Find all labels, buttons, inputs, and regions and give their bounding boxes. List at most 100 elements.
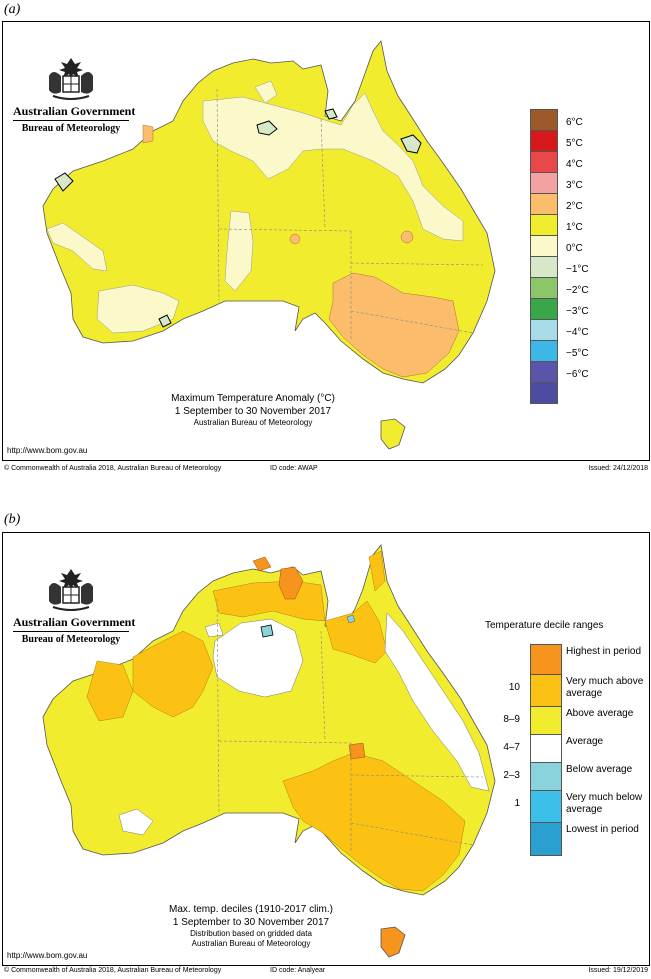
footer-copyright: © Commonwealth of Australia 2018, Austra… (4, 465, 222, 472)
legend-label: 1°C (566, 222, 583, 233)
logo-government-text: Australian Government (13, 615, 136, 629)
legend-label: Below average (566, 764, 633, 775)
logo-government-text: Australian Government (13, 104, 136, 118)
legend-swatch (530, 762, 562, 792)
panel-b-url[interactable]: http://www.bom.gov.au (7, 951, 88, 960)
decile-legend-title: Temperature decile ranges (485, 620, 604, 631)
panel-b-australia-map (42, 544, 496, 958)
caption-title: Maximum Temperature Anomaly (°C) (171, 393, 335, 404)
panel-a-url[interactable]: http://www.bom.gov.au (7, 446, 88, 455)
state-borders (216, 598, 484, 853)
legend-label: −4°C (566, 327, 589, 338)
legend-swatch (530, 109, 558, 130)
legend-decile: 2–3 (503, 770, 520, 781)
legend-label: −5°C (566, 348, 589, 359)
highest-interior (348, 742, 366, 760)
legend-label: −6°C (566, 369, 589, 380)
footer-id-code: ID code: Analyear (270, 967, 326, 974)
decile-10-pilbara (86, 660, 134, 722)
coat-of-arms-icon (49, 569, 93, 611)
decile-10-northwest (132, 630, 214, 718)
caption-title: Max. temp. deciles (1910-2017 clim.) (169, 904, 333, 915)
footer-copyright: © Commonwealth of Australia 2018, Austra… (4, 967, 222, 974)
legend-label: 3°C (566, 180, 583, 191)
legend-label: Average (566, 736, 604, 747)
caption-source: Australian Bureau of Meteorology (191, 939, 311, 948)
legend-label: −1°C (566, 264, 589, 275)
legend-decile: 10 (508, 682, 520, 693)
legend-swatch (530, 734, 562, 764)
below-average-spot (260, 624, 274, 638)
legend-swatch (530, 235, 558, 256)
legend-swatch (530, 193, 558, 214)
legend-label: Highest in period (566, 646, 642, 657)
legend-decile: 4–7 (503, 742, 520, 753)
panel-a-australia-map (42, 40, 496, 450)
anomaly-2-3-spot-a (400, 230, 414, 244)
decile-10-cape (368, 550, 386, 592)
legend-label: Above average (566, 708, 634, 719)
highest-arnhem (278, 566, 304, 600)
footer-issued: Issued: 19/12/2019 (588, 967, 648, 974)
anomaly-neg-gulf (324, 108, 338, 120)
panel-b-letter: (b) (4, 512, 21, 527)
legend-swatch (530, 361, 558, 382)
average-nt-interior (212, 618, 304, 698)
panel-b-map: Australian Government Bureau of Meteorol… (2, 532, 650, 966)
anomaly-0-1-sw (96, 284, 180, 334)
panel-a-caption: Maximum Temperature Anomaly (°C) 1 Septe… (143, 393, 363, 428)
australian-government-logo: Australian Government Bureau of Meteorol… (13, 565, 136, 645)
legend-swatch (530, 277, 558, 298)
caption-note: Distribution based on gridded data (190, 929, 312, 938)
legend-swatch (530, 382, 558, 404)
legend-swatch (530, 172, 558, 193)
legend-label: Very much below average (566, 792, 643, 815)
logo-bureau-text: Bureau of Meteorology (13, 631, 129, 645)
legend-swatch (530, 130, 558, 151)
legend-swatch (530, 298, 558, 319)
legend-label: 4°C (566, 159, 583, 170)
caption-source: Australian Bureau of Meteorology (193, 418, 313, 427)
legend-label: −2°C (566, 285, 589, 296)
legend-swatch (530, 674, 562, 708)
highest-top (252, 556, 272, 572)
legend-label: 5°C (566, 138, 583, 149)
legend-label: 2°C (566, 201, 583, 212)
caption-period: 1 September to 30 November 2017 (174, 405, 332, 417)
average-east (384, 612, 490, 792)
australian-government-logo: Australian Government Bureau of Meteorol… (13, 54, 136, 134)
anomaly-neg-sw (158, 314, 172, 328)
legend-decile: 1 (514, 798, 520, 809)
anomaly-0-1-nw (254, 80, 278, 104)
legend-label: Lowest in period (566, 824, 639, 835)
anomaly-neg-kimberley (54, 172, 74, 192)
legend-swatch (530, 790, 562, 824)
anomaly-neg-cape (400, 134, 422, 154)
panel-b-caption: Max. temp. deciles (1910-2017 clim.) 1 S… (131, 904, 371, 949)
legend-swatch (530, 644, 562, 678)
legend-swatch (530, 256, 558, 277)
legend-label: 6°C (566, 117, 583, 128)
legend-swatch (530, 706, 562, 736)
legend-swatch (530, 340, 558, 361)
legend-label: −3°C (566, 306, 589, 317)
anomaly-2-3-southeast (328, 272, 460, 378)
average-spot (204, 622, 224, 638)
below-average-gulf (346, 614, 356, 624)
coat-of-arms-icon (49, 58, 93, 100)
logo-bureau-text: Bureau of Meteorology (13, 120, 129, 134)
tasmania (380, 418, 406, 450)
caption-period: 1 September to 30 November 2017 (172, 916, 330, 928)
state-borders (216, 88, 484, 341)
legend-label: 0°C (566, 243, 583, 254)
legend-decile: 8–9 (503, 714, 520, 725)
legend-swatch (530, 319, 558, 340)
legend-swatch (530, 214, 558, 235)
footer-issued: Issued: 24/12/2018 (588, 465, 648, 472)
legend-swatch (530, 151, 558, 172)
temperature-anomaly-legend (530, 109, 558, 404)
panel-a-letter: (a) (4, 2, 21, 17)
legend-swatch (530, 822, 562, 856)
footer-id-code: ID code: AWAP (270, 465, 318, 472)
anomaly-0-1-interior (224, 210, 254, 292)
